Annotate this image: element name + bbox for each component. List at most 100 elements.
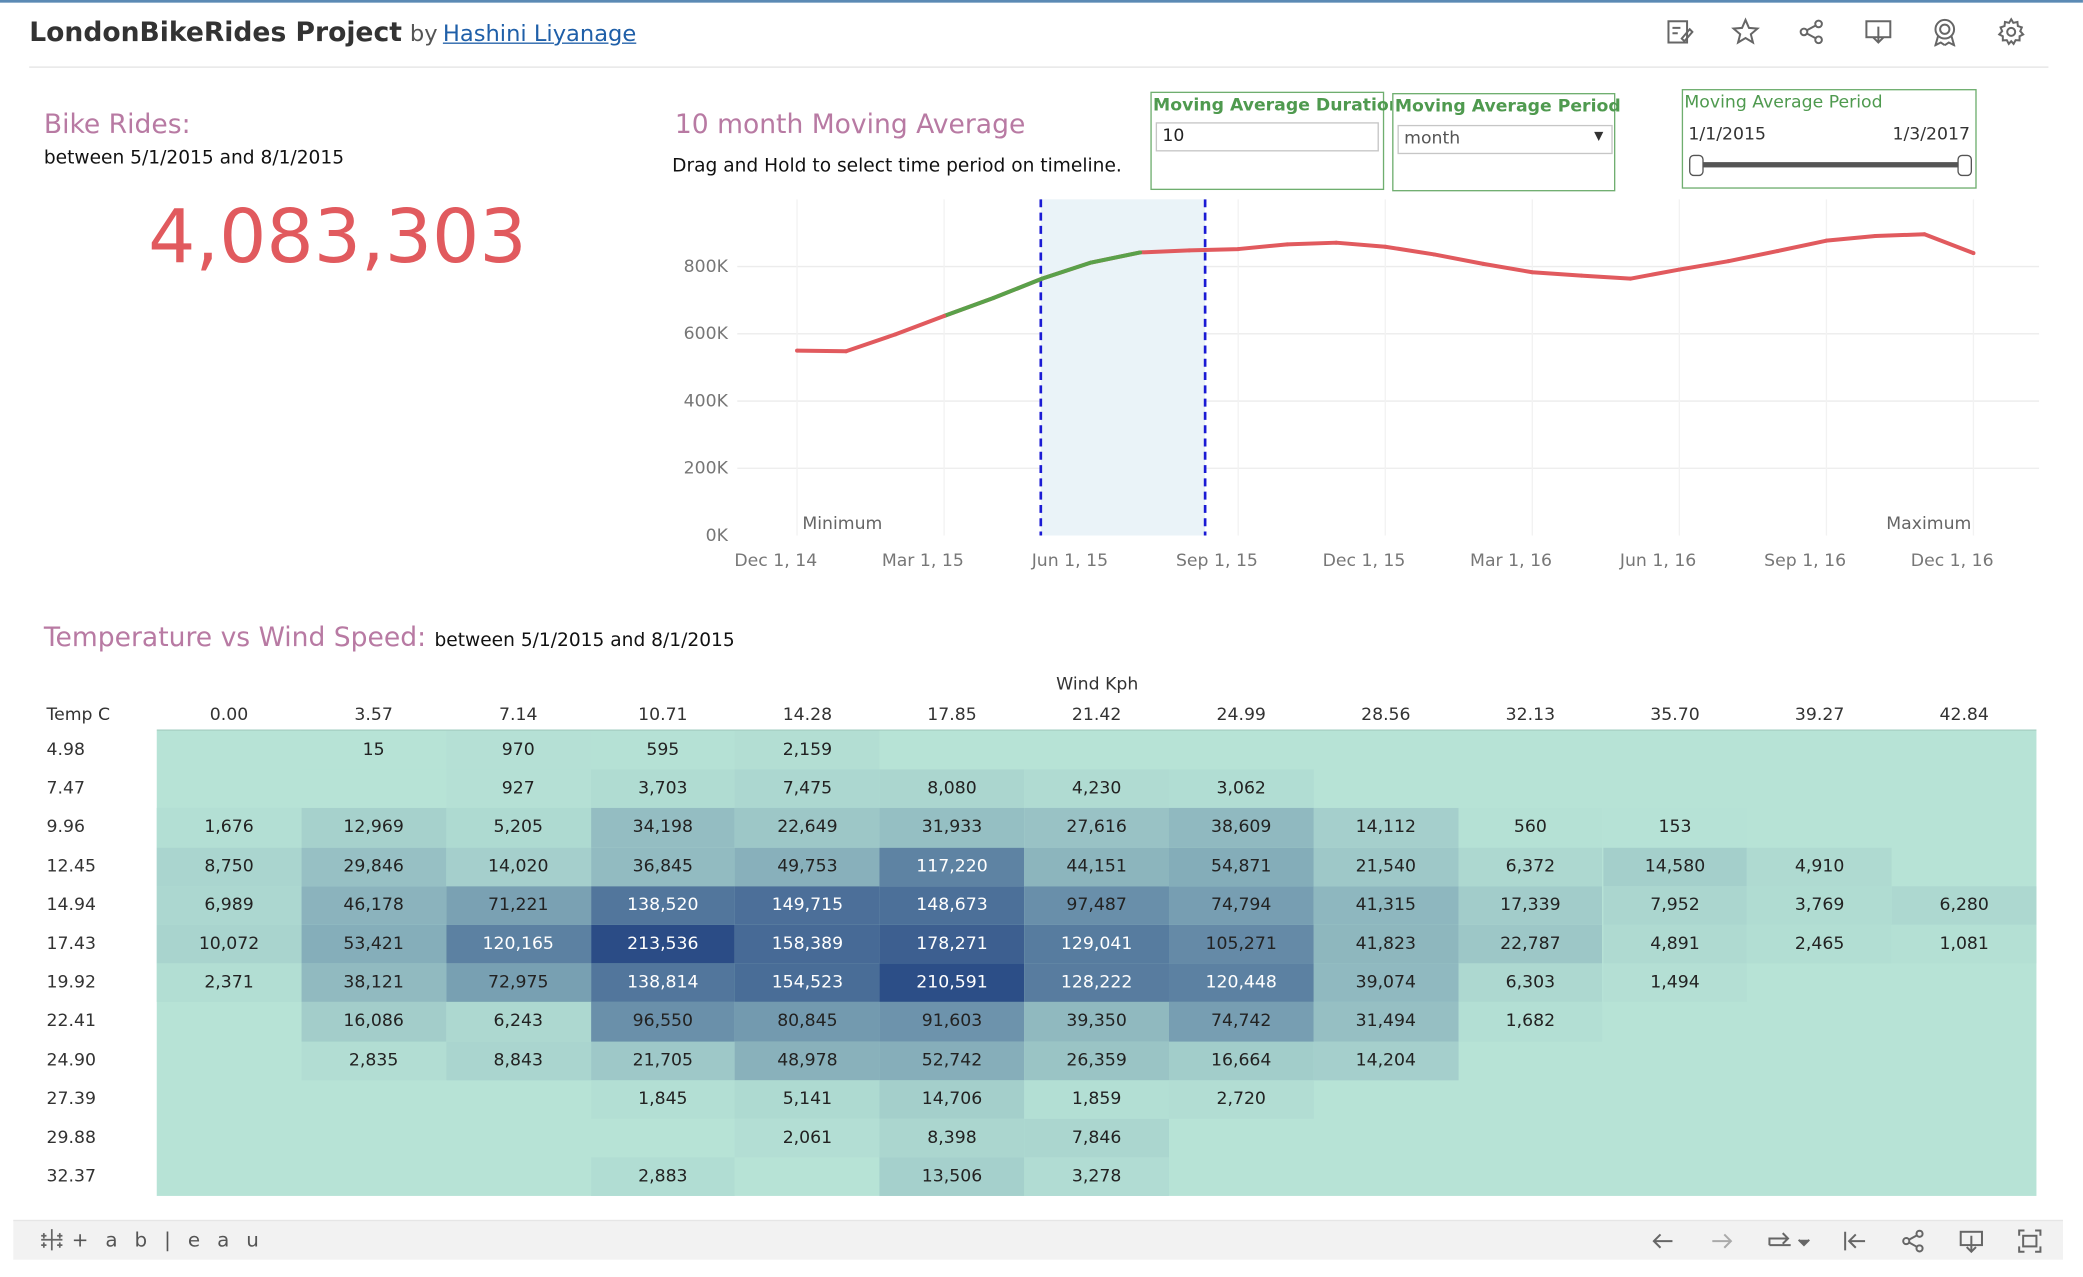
heatmap-cell[interactable]: 120,165 [445, 924, 591, 964]
heatmap-cell[interactable]: 96,550 [590, 1002, 736, 1042]
heatmap-cell[interactable]: 74,794 [1168, 886, 1314, 925]
heatmap-cell[interactable]: 14,112 [1313, 808, 1459, 848]
tableau-logo[interactable]: + a b | e a u [40, 1228, 264, 1252]
heatmap-cell[interactable]: 26,359 [1024, 1041, 1169, 1081]
heatmap-cell[interactable]: 2,061 [735, 1118, 880, 1158]
heatmap-cell[interactable]: 178,271 [879, 924, 1025, 964]
heatmap-cell[interactable]: 148,673 [879, 886, 1025, 925]
heatmap-cell[interactable]: 49,753 [735, 847, 880, 887]
heatmap-cell[interactable]: 7,475 [735, 769, 880, 809]
heatmap-cell[interactable]: 8,843 [445, 1041, 591, 1081]
heatmap-cell[interactable]: 3,769 [1747, 886, 1892, 925]
heatmap-cell[interactable]: 12,969 [301, 808, 446, 848]
revert-icon[interactable] [1764, 1225, 1812, 1257]
heatmap-cell[interactable]: 2,159 [735, 730, 880, 770]
heatmap-cell[interactable]: 4,230 [1024, 769, 1169, 809]
badge-icon[interactable] [1929, 16, 1961, 48]
heatmap-cell[interactable]: 38,609 [1168, 808, 1314, 848]
heatmap-cell[interactable]: 91,603 [879, 1002, 1025, 1042]
heatmap-cell[interactable]: 128,222 [1024, 963, 1169, 1003]
heatmap-cell[interactable]: 1,676 [156, 808, 302, 848]
heatmap-cell[interactable]: 46,178 [301, 886, 446, 925]
heatmap-cell[interactable]: 31,933 [879, 808, 1025, 848]
heatmap-cell[interactable]: 8,080 [879, 769, 1025, 809]
heatmap-cell[interactable]: 1,859 [1024, 1080, 1169, 1119]
heatmap-cell[interactable]: 14,020 [445, 847, 591, 887]
heatmap-cell[interactable]: 138,520 [590, 886, 736, 925]
heatmap-cell[interactable]: 8,750 [156, 847, 302, 887]
heatmap-cell[interactable]: 16,664 [1168, 1041, 1314, 1081]
heatmap-cell[interactable]: 6,280 [1891, 886, 2037, 925]
download-icon[interactable] [1955, 1225, 1987, 1257]
heatmap-cell[interactable]: 48,978 [735, 1041, 880, 1081]
heatmap-cell[interactable]: 71,221 [445, 886, 591, 925]
heatmap-cell[interactable]: 74,742 [1168, 1002, 1314, 1042]
heatmap-cell[interactable]: 14,204 [1313, 1041, 1459, 1081]
range-slider[interactable] [1688, 154, 1973, 178]
heatmap-cell[interactable]: 41,315 [1313, 886, 1459, 925]
star-icon[interactable] [1730, 16, 1762, 48]
heatmap-cell[interactable]: 5,205 [445, 808, 591, 848]
heatmap-cell[interactable]: 153 [1602, 808, 1748, 848]
moving-average-chart[interactable]: 0K 200K 400K 600K 800K Dec 1, 14 Mar 1, 15 Jun … [664, 186, 2046, 585]
heatmap-cell[interactable]: 6,372 [1458, 847, 1603, 887]
heatmap-cell[interactable]: 17,339 [1458, 886, 1603, 925]
heatmap-cell[interactable]: 210,591 [879, 963, 1025, 1003]
heatmap-cell[interactable]: 2,720 [1168, 1080, 1314, 1119]
heatmap-cell[interactable]: 927 [445, 769, 591, 809]
download-icon[interactable] [1862, 16, 1894, 48]
heatmap-cell[interactable]: 10,072 [156, 924, 302, 964]
heatmap-cell[interactable]: 72,975 [445, 963, 591, 1003]
heatmap-cell[interactable]: 21,705 [590, 1041, 736, 1081]
heatmap-cell[interactable]: 1,494 [1602, 963, 1748, 1003]
heatmap-cell[interactable]: 15 [301, 730, 446, 770]
heatmap-cell[interactable]: 158,389 [735, 924, 880, 964]
heatmap-cell[interactable]: 2,371 [156, 963, 302, 1003]
heatmap-cell[interactable]: 8,398 [879, 1118, 1025, 1158]
heatmap-cell[interactable]: 595 [590, 730, 736, 770]
heatmap-cell[interactable]: 3,062 [1168, 769, 1314, 809]
heatmap-cell[interactable]: 38,121 [301, 963, 446, 1003]
heatmap-cell[interactable]: 41,823 [1313, 924, 1459, 964]
fullscreen-icon[interactable] [2014, 1225, 2046, 1257]
heatmap-cell[interactable]: 13,506 [879, 1157, 1025, 1197]
heatmap-cell[interactable]: 213,536 [590, 924, 736, 964]
heatmap-cell[interactable]: 31,494 [1313, 1002, 1459, 1042]
heatmap-cell[interactable]: 2,883 [590, 1157, 736, 1197]
heatmap-cell[interactable]: 105,271 [1168, 924, 1314, 964]
heatmap-cell[interactable]: 6,243 [445, 1002, 591, 1042]
share-icon[interactable] [1796, 16, 1828, 48]
heatmap-cell[interactable]: 36,845 [590, 847, 736, 887]
edit-icon[interactable] [1663, 16, 1695, 48]
undo-icon[interactable] [1647, 1225, 1679, 1257]
heatmap-cell[interactable]: 52,742 [879, 1041, 1025, 1081]
heatmap-cell[interactable]: 29,846 [301, 847, 446, 887]
heatmap-cell[interactable]: 4,891 [1602, 924, 1748, 964]
heatmap-cell[interactable]: 1,682 [1458, 1002, 1603, 1042]
heatmap-cell[interactable]: 1,845 [590, 1080, 736, 1119]
range-slider-start-handle[interactable] [1689, 154, 1704, 177]
heatmap-cell[interactable]: 27,616 [1024, 808, 1169, 848]
heatmap-cell[interactable]: 7,952 [1602, 886, 1748, 925]
heatmap-cell[interactable]: 120,448 [1168, 963, 1314, 1003]
heatmap-cell[interactable]: 39,074 [1313, 963, 1459, 1003]
heatmap-cell[interactable]: 54,871 [1168, 847, 1314, 887]
duration-input[interactable]: 10 [1155, 122, 1379, 152]
heatmap-cell[interactable]: 6,303 [1458, 963, 1603, 1003]
heatmap-cell[interactable]: 16,086 [301, 1002, 446, 1042]
heatmap-cell[interactable]: 154,523 [735, 963, 880, 1003]
redo-icon[interactable] [1706, 1225, 1738, 1257]
heatmap-cell[interactable]: 970 [445, 730, 591, 770]
heatmap-cell[interactable]: 3,703 [590, 769, 736, 809]
heatmap-cell[interactable]: 129,041 [1024, 924, 1169, 964]
heatmap-cell[interactable]: 7,846 [1024, 1118, 1169, 1158]
heatmap-cell[interactable]: 2,835 [301, 1041, 446, 1081]
heatmap-cell[interactable]: 80,845 [735, 1002, 880, 1042]
heatmap-cell[interactable]: 560 [1458, 808, 1603, 848]
heatmap-cell[interactable]: 3,278 [1024, 1157, 1169, 1197]
heatmap-cell[interactable]: 138,814 [590, 963, 736, 1003]
heatmap-cell[interactable]: 21,540 [1313, 847, 1459, 887]
heatmap-cell[interactable]: 14,706 [879, 1080, 1025, 1119]
heatmap-cell[interactable]: 6,989 [156, 886, 302, 925]
heatmap-cell[interactable]: 39,350 [1024, 1002, 1169, 1042]
